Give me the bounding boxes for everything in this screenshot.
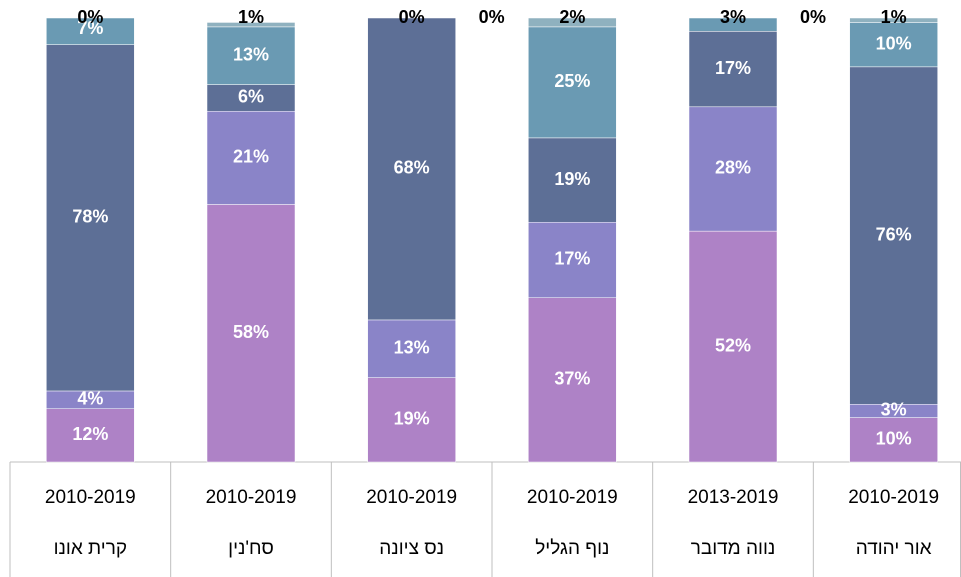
data-label: 19% xyxy=(394,409,430,429)
x-tick-label: נוף הגליל xyxy=(535,538,609,559)
x-period-label: 2010-2019 xyxy=(848,487,939,508)
data-label: 76% xyxy=(876,224,912,244)
data-label: 7% xyxy=(77,18,103,38)
bar-segment xyxy=(206,26,296,85)
bar-segment xyxy=(528,26,617,139)
data-label: 21% xyxy=(233,147,269,167)
data-label: 17% xyxy=(715,58,751,78)
bar-segment xyxy=(528,221,617,298)
data-label: 6% xyxy=(238,87,264,107)
x-period-label: 2013-2019 xyxy=(688,487,779,508)
data-label: 28% xyxy=(715,158,751,178)
bar-segment xyxy=(206,204,296,463)
bar-segment xyxy=(528,297,617,463)
data-label: 52% xyxy=(715,335,751,355)
data-label: 3% xyxy=(720,7,746,27)
data-label: 37% xyxy=(554,369,590,389)
x-tick-label: קרית אונו xyxy=(54,538,128,559)
data-label: 0% xyxy=(800,7,826,27)
bar-segment xyxy=(46,408,135,463)
data-label: 2% xyxy=(559,7,585,27)
data-label: 17% xyxy=(554,249,590,269)
bar-segment xyxy=(528,137,617,223)
bar-segment xyxy=(849,22,938,68)
data-label: 3% xyxy=(881,400,907,420)
data-label: 1% xyxy=(238,7,264,27)
bar-segment xyxy=(206,110,296,205)
data-label: 12% xyxy=(72,424,108,444)
data-label: 0% xyxy=(479,7,505,27)
data-label: 0% xyxy=(77,7,103,27)
data-label: 68% xyxy=(394,158,430,178)
x-tick-label: אור יהודה xyxy=(856,538,932,559)
x-period-label: 2010-2019 xyxy=(527,487,618,508)
bar-segment xyxy=(206,22,296,28)
data-label: 25% xyxy=(554,71,590,91)
bar-segment xyxy=(849,17,938,23)
data-label: 78% xyxy=(72,207,108,227)
data-label: 13% xyxy=(394,338,430,358)
bar-segment xyxy=(688,230,778,463)
data-label: 19% xyxy=(554,169,590,189)
bar-segment xyxy=(46,17,135,45)
bar-segment xyxy=(688,31,778,108)
data-label: 1% xyxy=(881,7,907,27)
data-label: 4% xyxy=(77,389,103,409)
bar-segment xyxy=(849,66,938,405)
x-period-label: 2010-2019 xyxy=(45,487,136,508)
bar-segment xyxy=(367,319,456,378)
bar-segment xyxy=(528,17,617,28)
bar-segment xyxy=(688,17,778,32)
x-tick-label: נווה מדובר xyxy=(691,538,776,559)
data-label: 0% xyxy=(399,7,425,27)
bar-segment xyxy=(46,44,135,392)
data-label: 10% xyxy=(876,429,912,449)
x-period-label: 2010-2019 xyxy=(206,487,297,508)
x-tick-label: נס ציונה xyxy=(379,538,444,559)
data-label: 13% xyxy=(233,44,269,64)
data-label: 10% xyxy=(876,33,912,53)
bar-segment xyxy=(367,17,456,321)
data-label: 58% xyxy=(233,322,269,342)
x-period-label: 2010-2019 xyxy=(366,487,457,508)
x-tick-label: סח'נין xyxy=(228,538,274,559)
bar-segment xyxy=(688,106,778,232)
